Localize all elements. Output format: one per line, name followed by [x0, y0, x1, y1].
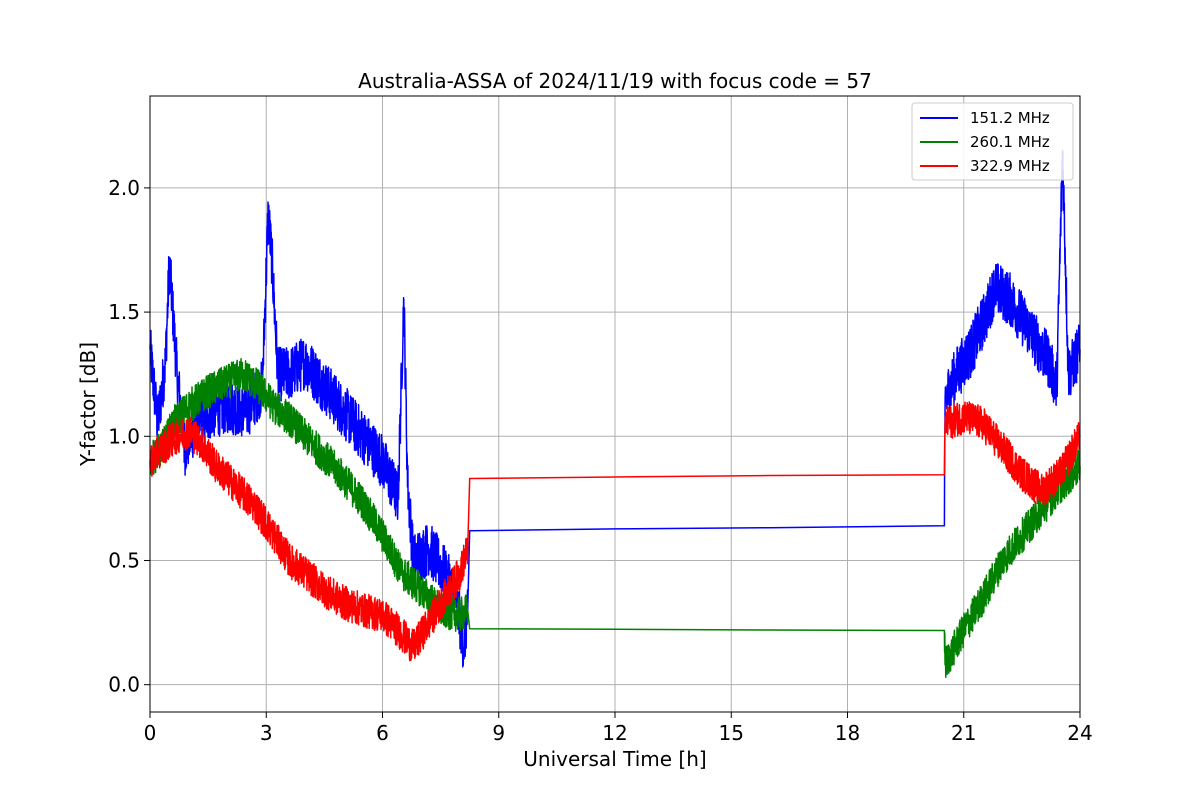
- series-line-3: [149, 401, 1081, 662]
- x-tick-label: 6: [376, 721, 389, 745]
- series-line-2: [149, 357, 1081, 679]
- x-tick-label: 15: [719, 721, 744, 745]
- x-tick-label: 18: [835, 721, 860, 745]
- y-tick-label: 0.5: [108, 548, 140, 572]
- x-tick-label: 9: [492, 721, 505, 745]
- series-line-1: [149, 149, 1081, 668]
- legend: 151.2 MHz 260.1 MHz 322.9 MHz: [911, 102, 1074, 181]
- series-layer: [149, 149, 1081, 679]
- legend-label: 151.2 MHz: [970, 109, 1050, 127]
- x-tick-label: 24: [1067, 721, 1092, 745]
- legend-label: 260.1 MHz: [970, 133, 1050, 151]
- ticks-layer: 0 3 6 9 12 15 18 21 24 0.0 0.5 1.0 1.5 2.0: [108, 176, 1093, 745]
- y-tick-label: 0.0: [108, 673, 140, 697]
- legend-label: 322.9 MHz: [970, 157, 1050, 175]
- y-tick-label: 2.0: [108, 176, 140, 200]
- x-tick-label: 0: [144, 721, 157, 745]
- x-axis-label: Universal Time [h]: [523, 747, 706, 771]
- legend-box: [911, 102, 1074, 181]
- x-tick-label: 3: [260, 721, 273, 745]
- chart-title: Australia-ASSA of 2024/11/19 with focus …: [358, 69, 872, 93]
- y-tick-label: 1.5: [108, 300, 140, 324]
- x-tick-label: 12: [602, 721, 627, 745]
- y-axis-label: Y-factor [dB]: [76, 342, 100, 467]
- y-tick-label: 1.0: [108, 424, 140, 448]
- x-tick-label: 21: [951, 721, 976, 745]
